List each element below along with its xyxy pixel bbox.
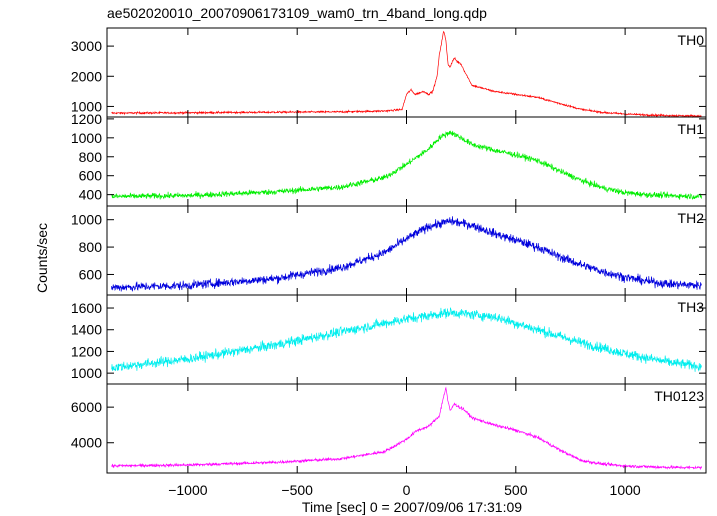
panel-th1: 400 600 800 1000 1200 TH1 bbox=[71, 111, 707, 207]
y-tick-label: 1400 bbox=[71, 322, 102, 338]
panel-frame bbox=[106, 27, 707, 118]
panel-label-th0: TH0 bbox=[678, 32, 705, 48]
y-tick-label: 6000 bbox=[71, 399, 102, 415]
panel-label-th1: TH1 bbox=[678, 121, 705, 137]
x-tick-label: 0 bbox=[403, 482, 411, 498]
y-tick-label: 1600 bbox=[71, 300, 102, 316]
panel-th0123: 4000 6000 TH0123 bbox=[71, 383, 707, 474]
series-line-th2 bbox=[111, 216, 702, 292]
panel-th3: 1000 1200 1400 1600 TH3 bbox=[71, 294, 707, 385]
series-line-th1 bbox=[111, 130, 702, 201]
series-line-th0123 bbox=[111, 386, 702, 471]
panel-th2: 600 800 1000 TH2 bbox=[71, 205, 707, 296]
y-tick-label: 1200 bbox=[71, 111, 102, 127]
y-axis-label: Counts/sec bbox=[34, 223, 50, 293]
panel-frame bbox=[106, 294, 707, 385]
y-tick-label: 800 bbox=[79, 239, 103, 255]
x-tick-label: 500 bbox=[504, 482, 528, 498]
y-tick-label: 2000 bbox=[71, 68, 102, 84]
x-axis: −1000 −500 0 500 1000 bbox=[168, 482, 641, 498]
y-tick-label: 800 bbox=[79, 149, 103, 165]
x-tick-label: −1000 bbox=[168, 482, 208, 498]
y-tick-label: 4000 bbox=[71, 435, 102, 451]
panel-label-th3: TH3 bbox=[678, 299, 705, 315]
panel-label-th2: TH2 bbox=[678, 210, 705, 226]
y-tick-label: 600 bbox=[79, 168, 103, 184]
panel-th0: 1000 2000 3000 TH0 bbox=[71, 27, 707, 119]
panel-frame bbox=[106, 383, 707, 474]
y-tick-label: 1000 bbox=[71, 130, 102, 146]
y-tick-label: 1000 bbox=[71, 98, 102, 114]
chart-title: ae502020010_20070906173109_wam0_trn_4ban… bbox=[107, 5, 487, 21]
panel-frame bbox=[106, 205, 707, 296]
panel-label-th0123: TH0123 bbox=[654, 388, 704, 404]
y-tick-label: 600 bbox=[79, 266, 103, 282]
x-tick-label: 1000 bbox=[610, 482, 641, 498]
series-line-th0 bbox=[111, 30, 702, 119]
y-tick-label: 1200 bbox=[71, 343, 102, 359]
x-axis-label: Time [sec] 0 = 2007/09/06 17:31:09 bbox=[302, 499, 522, 515]
series-line-th3 bbox=[111, 307, 702, 372]
y-tick-label: 1000 bbox=[71, 365, 102, 381]
y-tick-label: 1000 bbox=[71, 212, 102, 228]
y-tick-label: 400 bbox=[79, 187, 103, 203]
x-tick-label: −500 bbox=[281, 482, 313, 498]
y-tick-label: 3000 bbox=[71, 38, 102, 54]
